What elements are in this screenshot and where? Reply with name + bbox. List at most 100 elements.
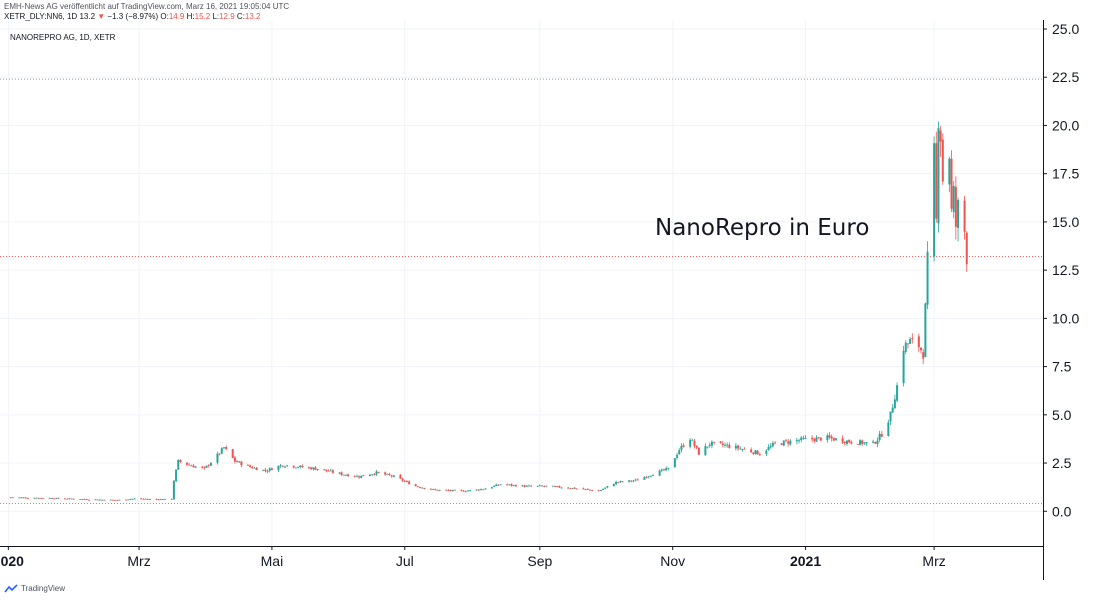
price-axis[interactable]: 25.0 22.5 20.0 17.5 15.0 12.5 10.0 7.5 5.0 2.5 0.0: [1043, 21, 1079, 519]
candle: [582, 487, 585, 490]
candle-body: [371, 474, 374, 476]
candle: [813, 437, 816, 444]
candle-body: [192, 465, 195, 468]
candle: [558, 485, 561, 489]
candle: [460, 489, 463, 492]
candle-body: [53, 498, 56, 500]
candle: [35, 497, 38, 499]
candle: [889, 411, 892, 426]
candle-body: [551, 485, 554, 487]
candle: [604, 487, 607, 490]
candle: [602, 488, 605, 491]
time-axis[interactable]: 2020 Mrz Mai Jul Sep Nov 2021 Mrz: [0, 546, 946, 569]
grid-lines: [0, 20, 1043, 546]
candle-body: [889, 411, 892, 422]
candle: [33, 497, 36, 499]
candle: [599, 489, 602, 492]
candle: [292, 465, 295, 469]
candle: [560, 486, 563, 489]
candle-body: [586, 489, 589, 490]
candle: [9, 497, 12, 499]
open-label: O:: [160, 12, 169, 21]
candle-body: [952, 185, 955, 212]
candle-body: [360, 475, 363, 478]
candle: [133, 498, 136, 500]
time-tick-label: 2020: [0, 553, 24, 569]
candle-body: [512, 484, 515, 486]
candle: [575, 488, 578, 490]
candle: [863, 442, 866, 445]
candle-body: [297, 467, 300, 469]
candle-body: [965, 232, 968, 265]
candle: [843, 441, 846, 446]
candle-body: [423, 487, 426, 489]
candle: [615, 480, 618, 486]
candle: [680, 443, 683, 453]
candle-body: [523, 485, 526, 487]
candle: [416, 486, 419, 488]
candle-body: [861, 440, 864, 445]
candle: [665, 466, 668, 472]
candle-body: [388, 474, 391, 476]
candle-body: [462, 490, 465, 492]
candle-body: [312, 467, 315, 470]
candle-body: [146, 499, 149, 500]
candle: [628, 480, 631, 483]
candle-body: [164, 498, 167, 500]
candle-body: [111, 499, 114, 501]
candle: [419, 486, 422, 489]
candle: [741, 448, 744, 452]
candle-body: [490, 487, 493, 489]
candle: [209, 462, 212, 467]
candle-body: [233, 457, 236, 462]
candle-body: [175, 469, 178, 482]
candle: [737, 444, 740, 451]
candle-body: [815, 437, 818, 442]
candle: [342, 474, 345, 476]
candle: [140, 497, 143, 500]
candle-body: [756, 450, 759, 455]
candle-body: [643, 477, 646, 480]
candle-body: [765, 450, 768, 454]
candle: [556, 486, 559, 487]
candle: [554, 485, 557, 487]
candle: [253, 466, 256, 469]
candle-body: [87, 499, 90, 501]
candle: [721, 440, 724, 448]
candle: [270, 467, 273, 471]
candlestick-series: [9, 121, 968, 501]
candle: [399, 473, 402, 479]
low-label: L:: [212, 12, 220, 21]
candle: [506, 483, 509, 486]
ticker-symbol[interactable]: XETR_DLY:NN6, 1D: [4, 12, 78, 21]
candle-body: [22, 497, 25, 499]
candle: [597, 489, 600, 492]
candle: [545, 485, 548, 487]
candle-body: [170, 498, 173, 500]
candle: [789, 439, 792, 446]
price-tick-label: 2.5: [1052, 455, 1072, 471]
candle-body: [649, 475, 652, 477]
candle-body: [939, 130, 942, 142]
candle-body: [283, 466, 286, 468]
candle: [255, 466, 258, 471]
candle: [874, 441, 877, 445]
candle: [286, 465, 289, 467]
candle-body: [680, 445, 683, 450]
candle: [390, 474, 393, 478]
footer-brand: TradingView: [21, 584, 66, 593]
candle-body: [37, 497, 40, 499]
candle: [453, 489, 456, 491]
candle: [299, 464, 302, 469]
candle-body: [477, 489, 480, 491]
candle: [617, 482, 620, 484]
candle: [249, 464, 252, 468]
candle-body: [9, 497, 12, 499]
candle: [142, 498, 145, 500]
price-change: −1.3 (−8.97%): [107, 12, 159, 21]
candle-body: [24, 497, 27, 499]
candle-body: [737, 445, 740, 449]
price-tick-label: 0.0: [1052, 503, 1072, 519]
candle-body: [405, 481, 408, 482]
